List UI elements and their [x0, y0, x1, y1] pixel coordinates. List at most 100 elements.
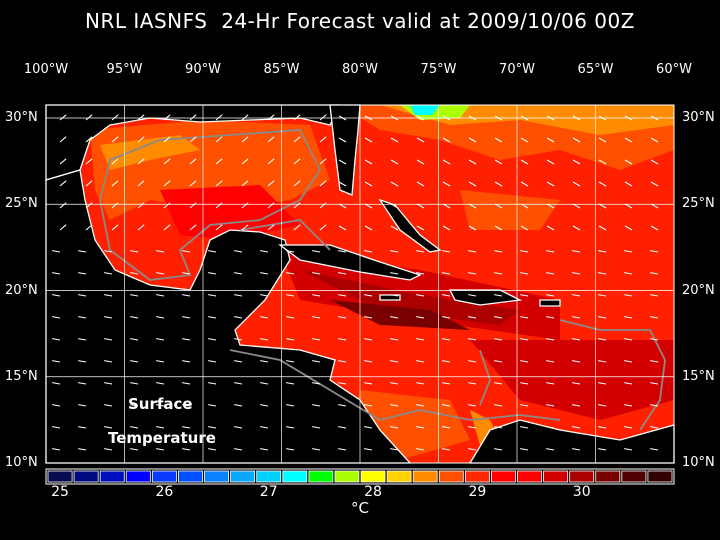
colorbar-swatch — [125, 470, 151, 483]
wind-arrow — [416, 338, 425, 341]
wind-arrow — [520, 115, 529, 121]
wind-arrow — [546, 115, 555, 121]
wind-arrow — [52, 382, 61, 385]
wind-arrow — [111, 202, 119, 209]
wind-arrow — [156, 338, 165, 341]
wind-arrow — [52, 250, 61, 253]
wind-arrow — [130, 294, 139, 297]
wind-arrow — [286, 360, 295, 363]
wind-arrow — [319, 158, 327, 165]
wind-arrow — [312, 404, 321, 407]
colorbar-swatch — [621, 470, 647, 483]
wind-arrow — [338, 203, 347, 209]
wind-arrow — [572, 137, 581, 143]
wind-arrow — [520, 181, 529, 187]
wind-arrow — [520, 159, 529, 165]
wind-arrow — [104, 316, 113, 319]
wind-arrow — [520, 382, 529, 385]
lon-tick-label: 80°W — [342, 62, 378, 77]
wind-arrow — [319, 224, 327, 231]
wind-arrow — [546, 382, 555, 385]
wind-arrow — [598, 181, 607, 187]
wind-arrow — [494, 159, 503, 165]
wind-arrow — [85, 180, 93, 187]
wind-arrow — [59, 136, 67, 143]
wind-arrow — [494, 203, 503, 209]
wind-arrow — [319, 202, 327, 209]
wind-arrow — [390, 115, 399, 121]
wind-arrow — [546, 426, 555, 429]
wind-arrow — [468, 382, 477, 385]
lat-tick-label-left: 10°N — [5, 455, 38, 470]
wind-arrow — [338, 426, 347, 429]
lat-tick-label-right: 25°N — [682, 196, 715, 212]
wind-arrow — [234, 250, 243, 253]
wind-arrow — [338, 338, 347, 341]
wind-arrow — [59, 224, 67, 231]
wind-arrow — [520, 294, 529, 297]
temperature-patch — [460, 190, 560, 230]
colorbar-swatch — [178, 470, 203, 483]
map-frame — [45, 104, 675, 464]
wind-arrow — [650, 137, 659, 143]
wind-arrow — [650, 404, 659, 407]
wind-arrow — [312, 382, 321, 385]
wind-arrow — [364, 338, 373, 341]
lat-tick-label-left: 15°N — [5, 368, 38, 384]
wind-arrow — [572, 360, 581, 363]
wind-arrow — [104, 294, 113, 297]
wind-arrow — [364, 159, 373, 165]
wind-arrow — [520, 272, 529, 275]
lat-tick-label-left: 20°N — [5, 282, 38, 298]
wind-arrow — [137, 180, 145, 187]
colorbar-tick-label: 26 — [155, 484, 174, 500]
wind-arrow — [598, 294, 607, 297]
wind-arrow — [234, 426, 243, 429]
wind-arrow — [111, 158, 119, 165]
wind-arrow — [598, 272, 607, 275]
wind-arrow — [260, 448, 269, 451]
wind-arrow — [104, 448, 113, 451]
wind-arrow — [598, 404, 607, 407]
wind-arrow — [416, 159, 425, 165]
wind-arrow — [59, 202, 67, 209]
colorbar-frame — [45, 468, 675, 485]
wind-arrow — [546, 250, 555, 253]
bathymetry-contour — [479, 349, 491, 406]
wind-arrow — [416, 404, 425, 407]
wind-arrow — [215, 158, 223, 165]
wind-arrow — [182, 316, 191, 319]
wind-arrow — [650, 360, 659, 363]
wind-arrow — [234, 272, 243, 275]
wind-arrow — [267, 136, 275, 143]
wind-arrow — [52, 316, 61, 319]
lat-tick-label-right: 10°N — [682, 455, 715, 470]
wind-arrow — [182, 272, 191, 275]
wind-arrow — [189, 224, 197, 231]
wind-arrow — [241, 114, 249, 121]
wind-arrow — [338, 316, 347, 319]
wind-arrow — [241, 224, 249, 231]
lon-tick-label: 65°W — [577, 62, 614, 77]
wind-arrow — [572, 448, 581, 451]
wind-arrow — [286, 338, 295, 341]
wind-arrow — [572, 250, 581, 253]
wind-arrow — [650, 159, 659, 165]
wind-arrow — [286, 272, 295, 275]
wind-arrow — [598, 250, 607, 253]
wind-arrow — [364, 272, 373, 275]
wind-arrow — [416, 294, 425, 297]
figure-title: NRL IASNFS 24-Hr Forecast valid at 2009/… — [85, 9, 635, 33]
lon-tick-label: 90°W — [185, 62, 221, 77]
wind-arrow — [416, 181, 425, 187]
colorbar-swatch — [204, 470, 229, 483]
colorbar-swatch — [386, 470, 412, 483]
wind-arrow — [416, 272, 425, 275]
wind-arrow — [182, 338, 191, 341]
wind-arrow — [312, 448, 321, 451]
wind-arrow — [624, 426, 633, 429]
wind-arrow — [520, 225, 529, 231]
wind-arrow — [137, 158, 145, 165]
wind-arrow — [338, 159, 347, 165]
wind-arrow — [494, 294, 503, 297]
